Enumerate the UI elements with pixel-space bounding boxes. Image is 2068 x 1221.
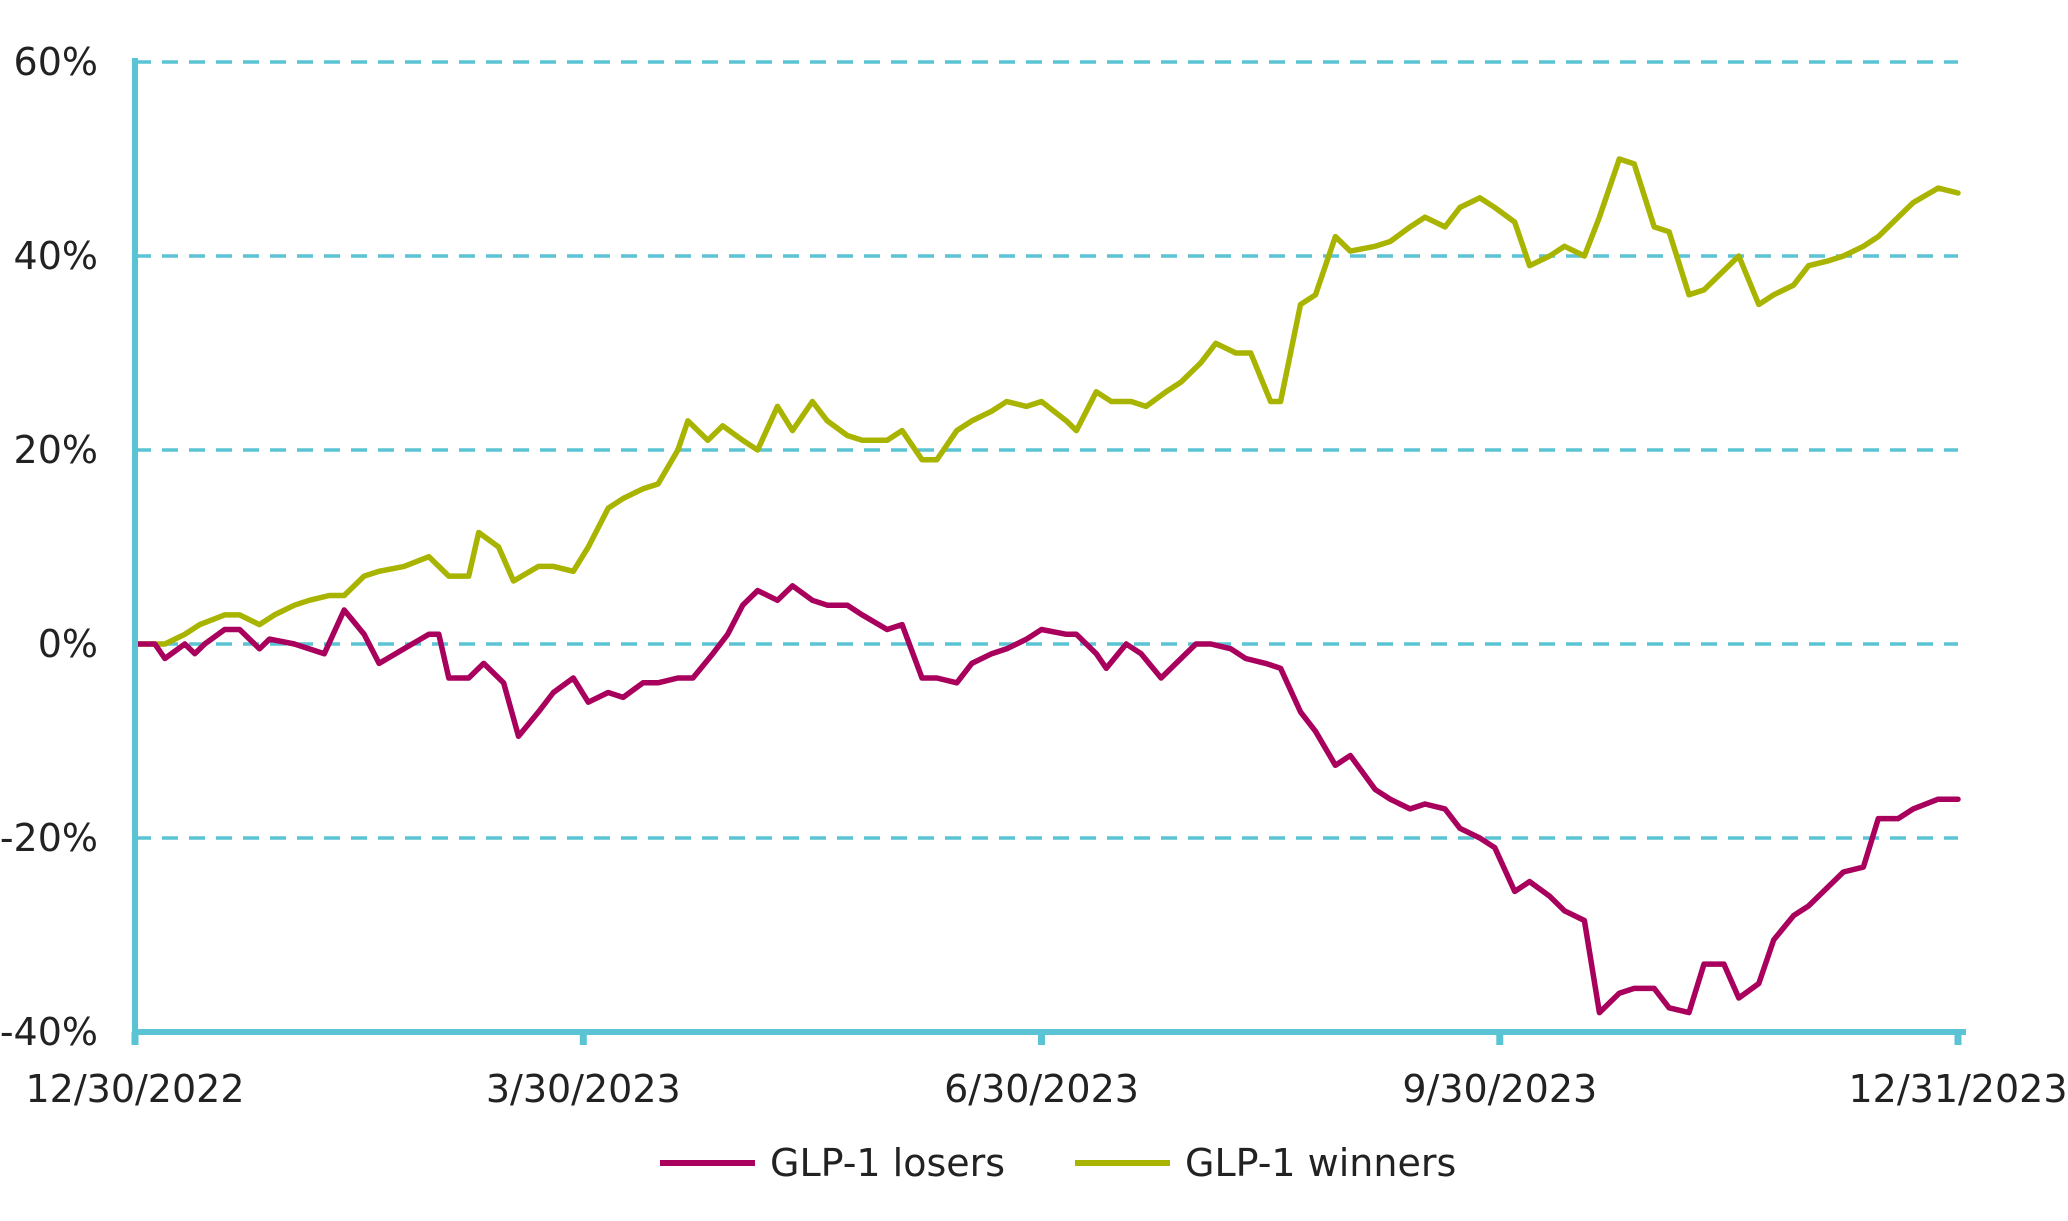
y-axis-tick-labels: 60% 40% 20% 0% -20% -40% — [0, 40, 98, 1054]
y-tick-label: -40% — [0, 1010, 98, 1054]
series-line-glp-1-winners — [132, 156, 1961, 647]
y-tick-label: -20% — [0, 816, 98, 860]
legend: GLP-1 losers GLP-1 winners — [660, 1141, 1456, 1185]
legend-label: GLP-1 losers — [770, 1141, 1005, 1185]
y-tick-label: 20% — [14, 428, 98, 472]
x-tick-label: 9/30/2023 — [1402, 1067, 1597, 1111]
x-tick-label: 3/30/2023 — [486, 1067, 681, 1111]
legend-label: GLP-1 winners — [1185, 1141, 1456, 1185]
y-tick-label: 0% — [38, 622, 98, 666]
x-tick-label: 12/30/2022 — [25, 1067, 244, 1111]
y-tick-label: 60% — [14, 40, 98, 84]
series-line-glp-1-losers — [132, 583, 1961, 1016]
y-tick-label: 40% — [14, 234, 98, 278]
series-lines — [132, 156, 1961, 1016]
x-axis-tick-labels: 12/30/2022 3/30/2023 6/30/2023 9/30/2023 12/… — [25, 1067, 2067, 1111]
x-tick-label: 12/31/2023 — [1848, 1067, 2067, 1111]
x-tick-label: 6/30/2023 — [944, 1067, 1139, 1111]
gridlines — [135, 60, 1958, 840]
axes — [131, 58, 1966, 1045]
